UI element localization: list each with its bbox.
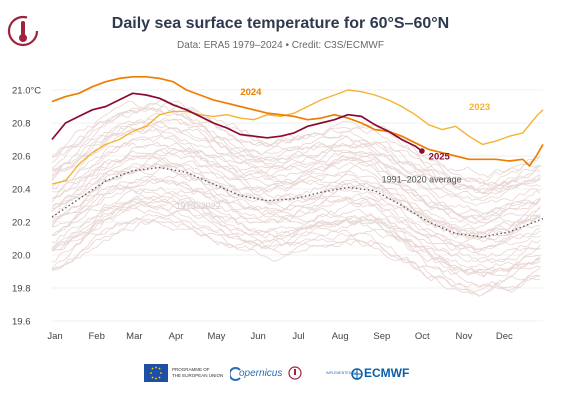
c3s-small-logo-icon	[288, 366, 302, 380]
past-year-line	[51, 105, 541, 186]
annotation-label: 2023	[469, 102, 490, 113]
x-tick-label: Nov	[455, 331, 472, 342]
past-year-line	[51, 197, 541, 272]
past-year-line	[51, 215, 541, 297]
y-tick-label: 19.6	[12, 317, 31, 328]
x-tick-label: Mar	[126, 331, 142, 342]
past-year-line	[51, 198, 541, 273]
y-tick-label: 20.8	[12, 119, 31, 130]
latest-point-2025	[419, 148, 425, 154]
past-year-line	[51, 156, 541, 236]
copernicus-logo-icon	[230, 367, 241, 381]
past-year-line	[51, 218, 541, 297]
x-tick-label: May	[207, 331, 225, 342]
y-tick-label: 20.4	[12, 185, 31, 196]
past-year-line	[51, 175, 541, 254]
x-tick-label: Oct	[415, 331, 430, 342]
x-tick-label: Feb	[89, 331, 105, 342]
past-year-line	[51, 135, 541, 224]
chart-subtitle: Data: ERA5 1979–2024 • Credit: C3S/ECMWF	[177, 40, 384, 51]
past-year-line	[51, 186, 541, 263]
annotation-label: 1979–2022	[176, 201, 221, 211]
eu-text-line-1: PROGRAMME OF	[172, 367, 210, 372]
x-tick-label: Apr	[169, 331, 184, 342]
past-year-line	[51, 98, 541, 182]
past-year-line	[51, 219, 541, 294]
eu-programme-text: PROGRAMME OF THE EUROPEAN UNION	[172, 367, 223, 378]
past-year-line	[51, 125, 541, 201]
past-year-line	[51, 175, 541, 252]
y-tick-label: 20.0	[12, 251, 31, 262]
y-tick-label: 20.2	[12, 218, 31, 229]
past-year-line	[51, 157, 541, 234]
past-year-line	[51, 111, 541, 191]
x-tick-label: Sep	[373, 331, 390, 342]
past-year-line	[51, 134, 541, 215]
x-tick-label: Jul	[292, 331, 304, 342]
x-tick-label: Aug	[332, 331, 349, 342]
past-year-line	[51, 120, 541, 188]
past-year-line	[51, 155, 541, 237]
past-year-line	[51, 100, 541, 178]
series-line-2024	[51, 75, 544, 167]
implemented-by-text: IMPLEMENTED BY	[326, 371, 357, 375]
series-line-2025	[51, 92, 423, 152]
series-lines	[51, 75, 544, 238]
past-year-line	[51, 184, 541, 258]
x-tick-label: Jun	[250, 331, 265, 342]
past-years-lines	[51, 98, 541, 297]
annotations: 2024 2023 2025 1991–2020 average 1979–2022	[176, 87, 490, 211]
eu-flag-icon	[144, 364, 168, 382]
chart-title: Daily sea surface temperature for 60°S–6…	[111, 15, 450, 32]
c3s-thermometer-logo	[7, 15, 39, 47]
series-line-2023	[51, 89, 544, 185]
past-year-line	[51, 147, 541, 230]
past-year-line	[51, 193, 541, 264]
series-line-1991-2020-average	[51, 166, 544, 238]
past-year-line	[51, 195, 541, 278]
ecmwf-logo-icon	[351, 368, 363, 380]
annotation-label: 2024	[240, 87, 262, 98]
y-tick-labels: 21.0°C 20.8 20.6 20.4 20.2 20.0 19.8 19.6	[12, 86, 41, 328]
y-tick-label: 19.8	[12, 284, 31, 295]
past-year-line	[51, 165, 541, 243]
x-tick-labels: Jan Feb Mar Apr May Jun Jul Aug Sep Oct Nov Dec	[47, 331, 513, 342]
x-tick-label: Jan	[47, 331, 62, 342]
past-year-line	[51, 213, 541, 291]
past-year-line	[51, 172, 541, 247]
y-tick-label: 21.0°C	[12, 86, 41, 97]
copernicus-logo-text: opernicus	[239, 368, 283, 379]
past-year-line	[51, 125, 541, 207]
annotation-label: 1991–2020 average	[382, 174, 462, 184]
ecmwf-logo-text: ECMWF	[364, 366, 410, 380]
past-year-line	[51, 207, 541, 287]
past-year-line	[51, 142, 541, 219]
annotation-label: 2025	[429, 151, 451, 162]
eu-text-line-2: THE EUROPEAN UNION	[172, 372, 224, 378]
y-tick-label: 20.6	[12, 152, 31, 163]
x-tick-label: Dec	[496, 331, 513, 342]
